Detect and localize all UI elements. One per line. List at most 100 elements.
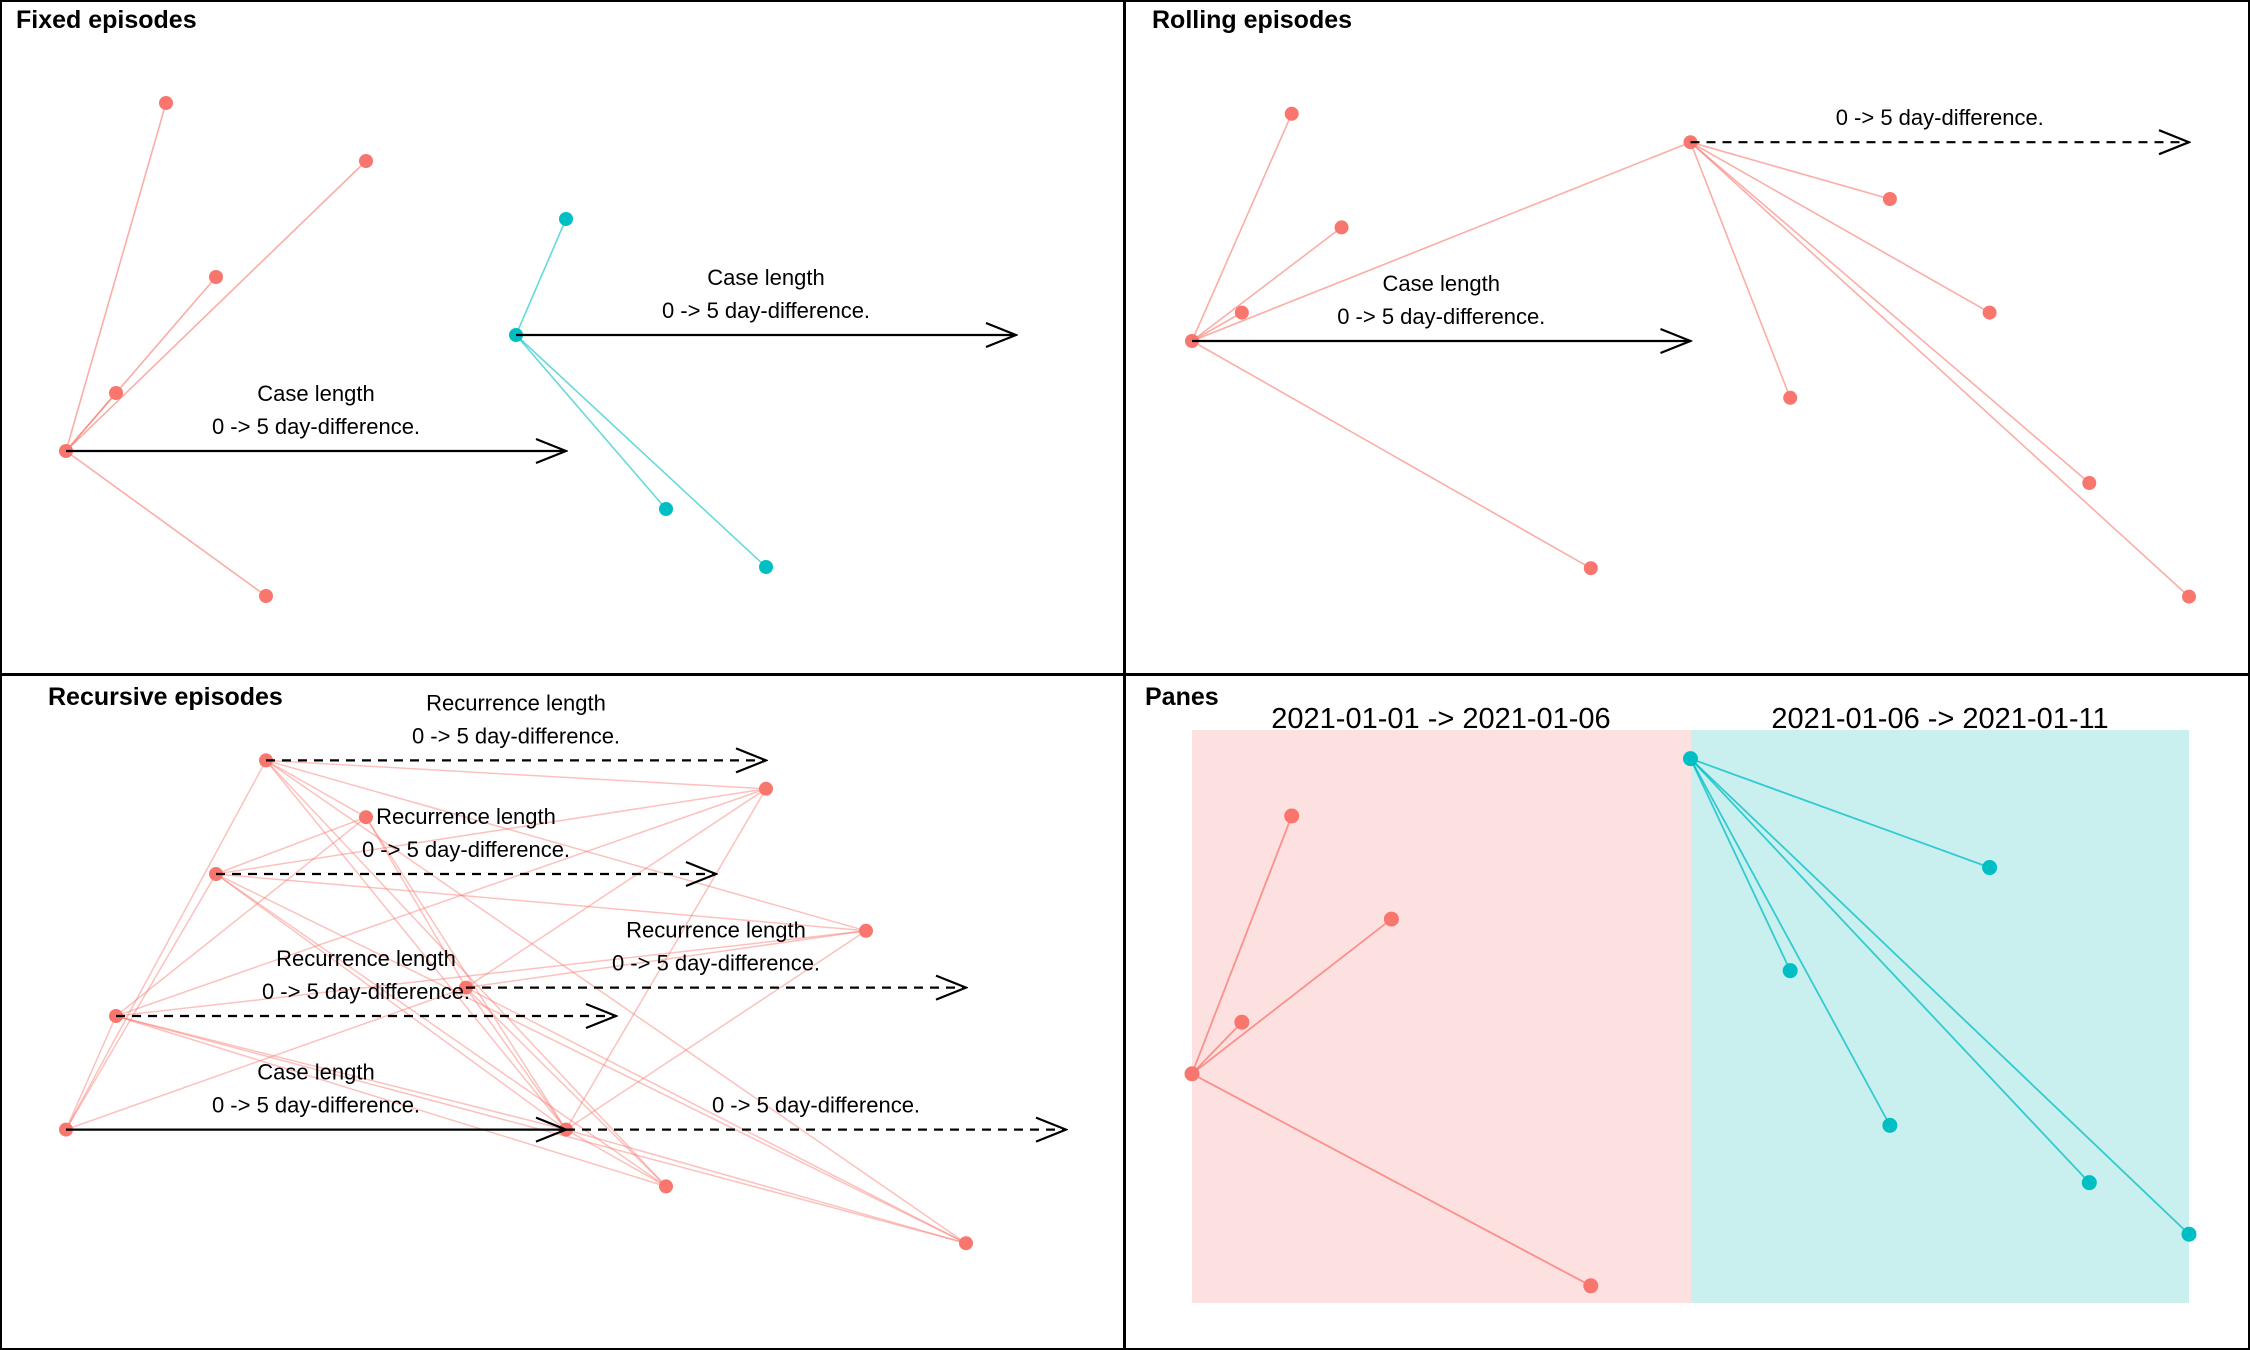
- point-recursive-10: [959, 1236, 973, 1251]
- edge-recursive-33: [565, 1128, 967, 1244]
- point-panes-4: [1583, 1278, 1599, 1294]
- edge-rolling-6: [1690, 141, 1891, 200]
- edge-panes-7: [1689, 758, 2090, 1184]
- edge-fixed-4: [65, 160, 367, 452]
- edge-recursive-15: [265, 759, 867, 932]
- edge-recursive-16: [265, 759, 967, 1244]
- panel-title-fixed: Fixed episodes: [16, 6, 197, 34]
- edge-recursive-31: [565, 788, 767, 1130]
- edge-recursive-14: [265, 759, 767, 790]
- edge-recursive-24: [365, 816, 467, 988]
- point-rolling-8: [1783, 390, 1798, 405]
- edge-panes-3: [1191, 1073, 1592, 1287]
- edge-rolling-7: [1689, 141, 1791, 399]
- edge-recursive-29: [365, 816, 567, 1131]
- point-rolling-7: [1882, 192, 1897, 206]
- panel-title-panes: Panes: [1145, 683, 1219, 711]
- point-fixed-1: [109, 386, 123, 400]
- panel-rolling-plot: Case length 0 -> 5 day-difference. 0 -> 5 …: [1185, 105, 2196, 604]
- edge-rolling-0: [1191, 113, 1293, 342]
- edge-recursive-1: [65, 760, 267, 1130]
- edge-recursive-9: [115, 930, 867, 1017]
- arrow-sublabel-recursive-5: 0 -> 5 day-difference.: [712, 1093, 920, 1118]
- arrow-label-fixed-1: Case length: [707, 265, 824, 290]
- edge-rolling-3: [1191, 340, 1592, 569]
- edge-panes-2: [1191, 1021, 1243, 1075]
- arrow-sublabel-rolling-1: 0 -> 5 day-difference.: [1836, 105, 2044, 130]
- point-fixed-9: [759, 560, 773, 574]
- arrow-label-recursive-0: Case length: [257, 1060, 374, 1085]
- pane-1-background: [1192, 730, 1691, 1303]
- edge-recursive-22: [215, 873, 967, 1244]
- pane-label-2: 2021-01-06 -> 2021-01-11: [1771, 703, 2108, 735]
- edge-fixed-6: [515, 334, 667, 510]
- edge-recursive-2: [65, 873, 217, 1130]
- point-fixed-5: [359, 154, 373, 168]
- panel-fixed-plot: Case length 0 -> 5 day-difference. Case le…: [59, 96, 1016, 603]
- edge-fixed-2: [65, 276, 217, 452]
- point-panes-5: [1683, 751, 1698, 767]
- point-rolling-2: [1334, 220, 1349, 235]
- edge-fixed-7: [515, 334, 767, 568]
- edge-recursive-30: [565, 1128, 667, 1188]
- edge-rolling-1: [1191, 226, 1343, 342]
- arrow-label-recursive-1: Recurrence length: [276, 946, 456, 971]
- point-panes-10: [2181, 1226, 2197, 1242]
- arrow-sublabel-recursive-4: 0 -> 5 day-difference.: [612, 951, 820, 976]
- edge-panes-0: [1191, 815, 1293, 1075]
- edge-recursive-19: [215, 873, 667, 1188]
- edge-recursive-28: [465, 986, 967, 1244]
- pane-2-background: [1691, 730, 2189, 1303]
- panel-border-panes: [1124, 674, 2250, 1350]
- edge-rolling-9: [1689, 141, 2190, 598]
- arrow-sublabel-recursive-1: 0 -> 5 day-difference.: [262, 979, 470, 1004]
- edge-recursive-3: [65, 986, 467, 1131]
- edge-recursive-23: [465, 987, 567, 1131]
- point-fixed-7: [559, 212, 573, 226]
- edge-rolling-8: [1689, 141, 2090, 484]
- arrow-sublabel-fixed-1: 0 -> 5 day-difference.: [662, 298, 870, 323]
- pane-label-1: 2021-01-01 -> 2021-01-06: [1271, 703, 1610, 735]
- edge-fixed-3: [65, 450, 267, 597]
- arrow-label-recursive-2: Recurrence length: [426, 690, 606, 715]
- point-rolling-4: [1583, 561, 1598, 576]
- edge-panes-6: [1689, 758, 1891, 1126]
- panel-panes-plot: [1184, 751, 2197, 1294]
- arrow-sublabel-recursive-0: 0 -> 5 day-difference.: [212, 1093, 420, 1118]
- point-rolling-10: [2182, 589, 2196, 604]
- point-fixed-8: [659, 502, 673, 516]
- edge-recursive-17: [215, 873, 567, 1131]
- edge-recursive-6: [115, 816, 367, 1017]
- edge-recursive-5: [115, 1015, 567, 1131]
- point-recursive-8: [759, 781, 773, 796]
- point-rolling-3: [1234, 305, 1249, 320]
- point-fixed-3: [209, 270, 223, 284]
- edge-recursive-27: [465, 930, 867, 989]
- arrow-label-recursive-3: Recurrence length: [376, 804, 556, 829]
- point-recursive-7: [659, 1179, 673, 1194]
- point-panes-1: [1284, 808, 1300, 824]
- point-rolling-6: [1982, 305, 1997, 320]
- point-panes-7: [1782, 963, 1798, 979]
- arrow-label-recursive-4: Recurrence length: [626, 918, 806, 943]
- point-panes-3: [1234, 1014, 1250, 1030]
- panel-recursive-plot: Case length 0 -> 5 day-difference. Recurre…: [59, 690, 1066, 1251]
- edge-recursive-11: [265, 759, 567, 1131]
- edge-recursive-7: [115, 1015, 667, 1188]
- point-panes-9: [2081, 1175, 2097, 1191]
- panel-border-recursive: [0, 674, 1125, 1350]
- edge-recursive-8: [115, 788, 767, 1017]
- arrow-sublabel-recursive-3: 0 -> 5 day-difference.: [362, 837, 570, 862]
- point-recursive-6: [359, 810, 373, 825]
- point-panes-0: [1184, 1066, 1200, 1082]
- edge-panes-4: [1690, 757, 1990, 869]
- edge-recursive-18: [215, 816, 367, 875]
- edge-fixed-5: [515, 218, 567, 336]
- panel-border-rolling: [1124, 0, 2250, 675]
- point-rolling-1: [1284, 106, 1299, 121]
- edge-recursive-13: [265, 759, 667, 1187]
- point-panes-6: [1982, 860, 1998, 876]
- point-panes-8: [1882, 1117, 1898, 1133]
- edge-recursive-26: [465, 788, 767, 989]
